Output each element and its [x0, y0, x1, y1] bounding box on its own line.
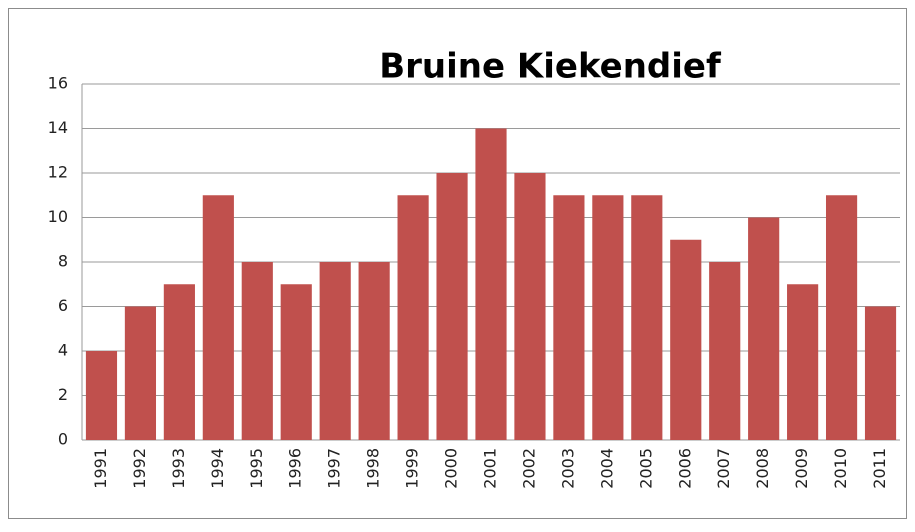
bar	[358, 262, 390, 440]
y-tick-label: 6	[58, 296, 68, 315]
y-tick-label: 0	[58, 430, 68, 449]
bar	[202, 195, 234, 440]
x-tick-label: 2006	[675, 448, 694, 489]
x-tick-label: 1995	[247, 448, 266, 489]
bar	[670, 239, 702, 440]
bar	[787, 284, 819, 440]
x-tick-label: 2000	[442, 448, 461, 489]
bar	[748, 217, 780, 440]
x-tick-label: 2009	[792, 448, 811, 489]
bar	[280, 284, 312, 440]
y-tick-label: 14	[48, 118, 68, 137]
x-tick-label: 1996	[286, 448, 305, 489]
x-tick-label: 1992	[130, 448, 149, 489]
x-tick-label: 2010	[831, 448, 850, 489]
bar	[124, 306, 157, 440]
x-tick-label: 1993	[169, 448, 188, 489]
bar	[319, 262, 351, 440]
bar	[864, 306, 897, 440]
bar	[397, 195, 429, 440]
x-tick-label: 1999	[403, 448, 422, 489]
x-tick-label: 2008	[753, 448, 772, 489]
x-tick-label: 1994	[208, 448, 227, 489]
bar	[475, 128, 507, 440]
x-tick-label: 1998	[364, 448, 383, 489]
y-tick-label: 4	[58, 341, 68, 360]
x-tick-label: 2001	[481, 448, 500, 489]
y-tick-label: 2	[58, 385, 68, 404]
x-tick-label: 2004	[597, 448, 616, 489]
x-tick-label: 1997	[325, 448, 344, 489]
y-tick-label: 8	[58, 252, 68, 271]
x-tick-label: 2011	[870, 448, 889, 489]
bar	[592, 195, 624, 440]
y-tick-label: 10	[48, 207, 68, 226]
bar	[514, 173, 546, 440]
x-tick-label: 2003	[558, 448, 577, 489]
bar	[241, 262, 273, 440]
x-tick-label: 1991	[91, 448, 110, 489]
y-tick-label: 16	[48, 74, 68, 93]
bar	[85, 351, 118, 440]
y-tick-label: 12	[48, 163, 68, 182]
x-tick-label: 2007	[714, 448, 733, 489]
x-tick-label: 2005	[636, 448, 655, 489]
bar	[631, 195, 663, 440]
bar	[825, 195, 858, 440]
chart-title: Bruine Kiekendief	[379, 47, 722, 87]
bar	[163, 284, 195, 440]
x-tick-label: 2002	[519, 448, 538, 489]
bar	[436, 173, 468, 440]
bar	[553, 195, 585, 440]
bar	[709, 262, 741, 440]
